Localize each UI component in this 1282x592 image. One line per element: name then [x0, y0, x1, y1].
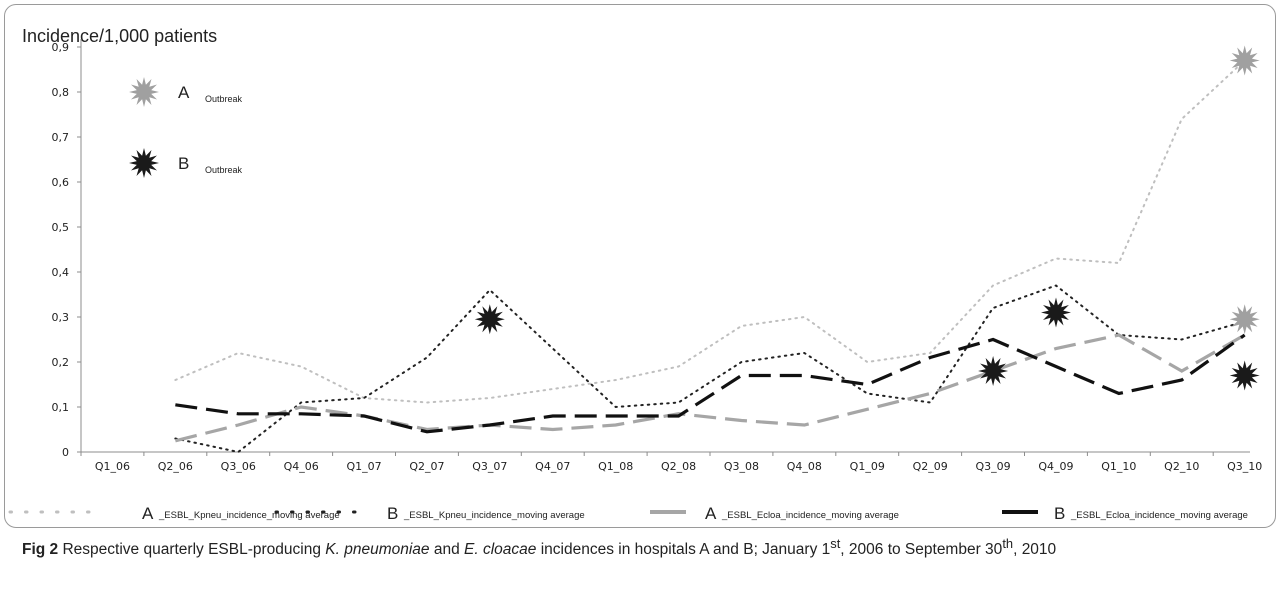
outbreak-legend-letter: B	[178, 154, 189, 173]
series-line-1	[174, 59, 1246, 404]
caption-text-4: , 2006 to September 30	[840, 541, 1003, 559]
caption-fig-label: Fig 2	[22, 541, 59, 559]
outbreak-markers	[474, 45, 1260, 391]
tick-labels: 0 0,1 0,2 0,3 0,4 0,5 0,6 0,7 0,8 0,9 Q1_06 Q2_06 Q3…	[52, 41, 1263, 473]
outbreak-legend-label: Outbreak	[205, 94, 243, 104]
series-lines	[174, 59, 1246, 454]
x-tick-label: Q1_06	[95, 460, 130, 473]
caption-sup-1: st	[830, 536, 841, 551]
x-tick-label: Q4_08	[787, 460, 822, 473]
series-legend: A _ESBL_Kpneu_incidence_moving average B _E…	[8, 504, 1248, 523]
x-tick-label: Q2_10	[1164, 460, 1199, 473]
x-tick-label: Q2_06	[158, 460, 193, 473]
x-tick-label: Q2_09	[913, 460, 948, 473]
x-tick-label: Q2_07	[409, 460, 444, 473]
outbreak-legend-label: Outbreak	[205, 165, 243, 175]
caption-sup-2: th	[1002, 536, 1014, 551]
x-tick-label: Q4_06	[284, 460, 319, 473]
axes	[77, 39, 1250, 456]
x-tick-label: Q2_08	[661, 460, 696, 473]
y-tick-label: 0,7	[52, 131, 70, 144]
y-tick-label: 0,3	[52, 311, 70, 324]
series-line-3	[174, 333, 1246, 443]
x-tick-label: Q1_07	[346, 460, 381, 473]
outbreak-marker-b	[474, 304, 505, 335]
chart-frame	[4, 4, 1276, 528]
y-tick-label: 0,6	[52, 176, 70, 189]
caption-species-1: K. pneumoniae	[325, 541, 430, 559]
outbreak-legend-star	[129, 148, 159, 178]
x-tick-label: Q4_09	[1038, 460, 1073, 473]
y-tick-label: 0,1	[52, 401, 70, 414]
legend-label: _ESBL_Ecloa_incidence_moving average	[1070, 510, 1248, 521]
series-line-4	[175, 333, 1246, 434]
y-tick-label: 0,9	[52, 41, 70, 54]
legend-letter: A	[705, 504, 717, 523]
y-tick-label: 0	[62, 446, 69, 459]
caption-text-2: and	[429, 541, 465, 559]
x-tick-label: Q3_08	[724, 460, 759, 473]
y-tick-label: 0,4	[52, 266, 70, 279]
x-tick-label: Q3_07	[472, 460, 507, 473]
figure-caption: Fig 2 Respective quarterly ESBL-producin…	[22, 534, 1262, 559]
y-axis-title: Incidence/1,000 patients	[22, 26, 218, 46]
caption-text-5: , 2010	[1013, 541, 1057, 559]
outbreak-marker-a	[1229, 45, 1260, 76]
outbreak-legend-letter: A	[178, 83, 190, 102]
outbreak-marker-b	[1229, 360, 1260, 391]
caption-species-2: E. cloacae	[464, 541, 537, 559]
x-tick-label: Q4_07	[535, 460, 570, 473]
x-tick-label: Q1_10	[1101, 460, 1136, 473]
outbreak-legend-star	[129, 77, 159, 107]
y-tick-label: 0,8	[52, 86, 70, 99]
legend-label: _ESBL_Kpneu_incidence_moving average	[158, 510, 340, 521]
x-tick-label: Q3_09	[975, 460, 1010, 473]
y-tick-label: 0,2	[52, 356, 70, 369]
series-line-2	[174, 284, 1246, 454]
legend-letter: B	[387, 504, 398, 523]
x-tick-label: Q1_09	[850, 460, 885, 473]
caption-text-3: incidences in hospitals A and B; January…	[536, 541, 831, 559]
y-tick-label: 0,5	[52, 221, 70, 234]
outbreak-marker-a	[1229, 304, 1260, 335]
outbreak-legend: A Outbreak B Outbreak	[129, 77, 243, 178]
x-tick-label: Q3_10	[1227, 460, 1262, 473]
legend-letter: B	[1054, 504, 1065, 523]
outbreak-marker-b	[1041, 297, 1071, 328]
outbreak-marker-b	[978, 356, 1009, 386]
x-tick-label: Q1_08	[598, 460, 633, 473]
legend-label: _ESBL_Kpneu_incidence_moving average	[403, 510, 585, 521]
legend-label: _ESBL_Ecloa_incidence_moving average	[721, 510, 899, 521]
legend-letter: A	[142, 504, 154, 523]
x-tick-label: Q3_06	[221, 460, 256, 473]
caption-text-1: Respective quarterly ESBL-producing	[58, 541, 326, 559]
